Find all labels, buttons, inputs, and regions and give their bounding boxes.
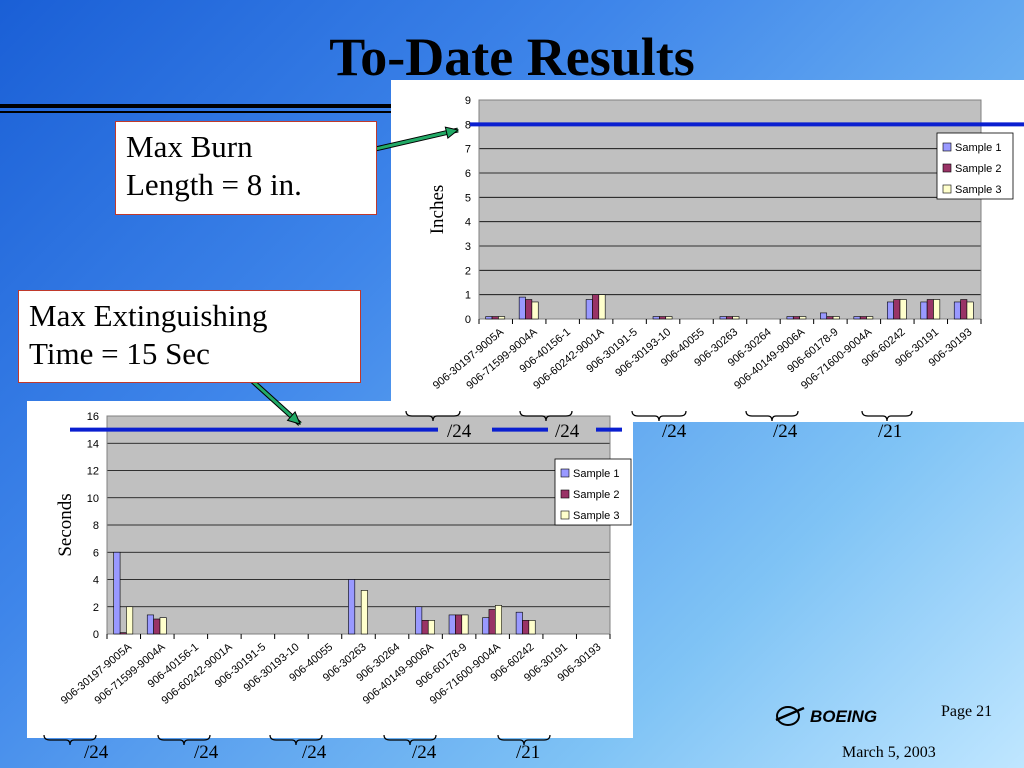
count-top-1: /24 (447, 421, 472, 442)
ext-ytick-label: 10 (87, 493, 99, 505)
burn-callout-arrow-head (444, 126, 460, 140)
count-top-3: /24 (662, 421, 687, 442)
burn-bar-sample-3 (531, 301, 539, 320)
burn-length-chart: 0123456789906-30197-9005A906-71599-9004A… (427, 95, 1014, 392)
ext-ytick-label: 16 (87, 411, 99, 423)
callout-ext-line2: Time = 15 Sec (29, 336, 210, 371)
burn-bar-sample-1 (820, 312, 828, 320)
count-top-5: /21 (878, 421, 903, 442)
ext-bar-sample-3 (461, 614, 469, 635)
ext-bar-sample-3 (159, 617, 167, 635)
burn-ytick-label: 4 (465, 217, 471, 229)
ext-bar-sample-3 (427, 620, 435, 635)
ext-ylabel: Seconds (55, 493, 76, 556)
ext-bar-sample-3 (528, 620, 536, 635)
count-top-4: /24 (773, 421, 798, 442)
count-top-2: /24 (555, 421, 580, 442)
ext-ytick-label: 12 (87, 466, 99, 478)
callout-ext-line1: Max Extinguishing (29, 298, 268, 333)
top-group-brace (519, 410, 573, 422)
ext-ytick-label: 14 (87, 438, 99, 450)
count-bottom-5: /21 (516, 742, 541, 763)
ext-bar-sample-1 (113, 551, 121, 635)
count-bottom-3: /24 (302, 742, 327, 763)
slide-title: To-Date Results (329, 27, 695, 87)
title-rule-thin (0, 111, 400, 113)
top-group-brace (631, 410, 687, 422)
title-rule (0, 104, 400, 108)
burn-legend-swatch (942, 142, 952, 152)
burn-bar-sample-3 (598, 294, 606, 320)
burn-ytick-label: 9 (465, 95, 471, 107)
burn-legend-entry: Sample 1 (955, 142, 1001, 154)
burn-bar-sample-3 (799, 316, 807, 320)
burn-bar-sample-3 (966, 301, 974, 320)
burn-bar-sample-3 (933, 299, 941, 320)
ext-bar-sample-3 (126, 606, 134, 635)
bottom-group-brace (383, 734, 437, 746)
burn-ytick-label: 3 (465, 241, 471, 253)
count-bottom-2: /24 (194, 742, 219, 763)
ext-ytick-label: 4 (93, 575, 99, 587)
burn-legend: Sample 1 Sample 2 Sample 3 (936, 132, 1014, 200)
ext-ytick-label: 0 (93, 629, 99, 641)
burn-legend-swatch (942, 184, 952, 194)
burn-bar-sample-3 (899, 299, 907, 320)
burn-length-chart-panel: 0 1 2 3 4 5 6 7 8 9 906-30197-9005A 906-71599-9004A… (391, 80, 1024, 422)
burn-ytick-label: 7 (465, 144, 471, 156)
callout-burn-line2: Length = 8 in. (126, 167, 302, 202)
ext-legend-entry: Sample 2 (573, 489, 619, 501)
extinguishing-callout-arrow-head (286, 411, 301, 425)
boeing-logo: BOEING (774, 700, 934, 730)
max-burn-callout: Max Burn Length = 8 in. (115, 121, 377, 215)
burn-ytick-label: 1 (465, 290, 471, 302)
bottom-group-brace (497, 734, 551, 746)
top-group-brace (861, 410, 913, 422)
bottom-group-brace (43, 734, 97, 746)
ext-legend-entry: Sample 3 (573, 510, 619, 522)
burn-ytick-label: 2 (465, 265, 471, 277)
callout-burn-line1: Max Burn (126, 129, 253, 164)
burn-ytick-label: 6 (465, 168, 471, 180)
ext-bar-sample-3 (360, 590, 368, 635)
burn-bar-sample-3 (665, 316, 673, 320)
burn-ytick-label: 5 (465, 192, 471, 204)
boeing-logo-icon: BOEING (775, 706, 877, 726)
burn-ytick-label: 8 (465, 119, 471, 131)
ext-legend: Sample 1 Sample 2 Sample 3 (554, 458, 632, 526)
ext-legend-swatch (560, 510, 570, 520)
burn-plot-area (479, 100, 981, 319)
ext-bar-sample-1 (348, 579, 356, 635)
page-number: Page 21 (941, 703, 993, 720)
burn-legend-entry: Sample 3 (955, 184, 1001, 196)
bottom-group-brace (269, 734, 323, 746)
ext-bar-sample-3 (495, 605, 502, 635)
slide-date: March 5, 2003 (842, 744, 936, 761)
boeing-wordmark: BOEING (810, 707, 877, 726)
burn-legend-entry: Sample 2 (955, 163, 1001, 175)
top-group-brace (405, 410, 461, 422)
burn-ytick-label: 0 (465, 314, 471, 326)
ext-ytick-label: 8 (93, 520, 99, 532)
ext-legend-swatch (560, 468, 570, 478)
count-bottom-4: /24 (412, 742, 437, 763)
burn-ylabel: Inches (427, 185, 448, 235)
max-extinguishing-callout: Max Extinguishing Time = 15 Sec (18, 290, 361, 383)
burn-bar-sample-3 (832, 316, 840, 320)
ext-legend-swatch (560, 489, 570, 499)
top-group-brace (745, 410, 799, 422)
burn-bar-sample-3 (866, 316, 874, 320)
burn-bar-sample-3 (732, 316, 740, 320)
ext-ytick-label: 2 (93, 602, 99, 614)
burn-legend-swatch (942, 163, 952, 173)
count-bottom-1: /24 (84, 742, 109, 763)
ext-ytick-label: 6 (93, 547, 99, 559)
burn-bar-sample-3 (498, 316, 506, 320)
ext-legend-entry: Sample 1 (573, 468, 619, 480)
bottom-group-brace (157, 734, 211, 746)
